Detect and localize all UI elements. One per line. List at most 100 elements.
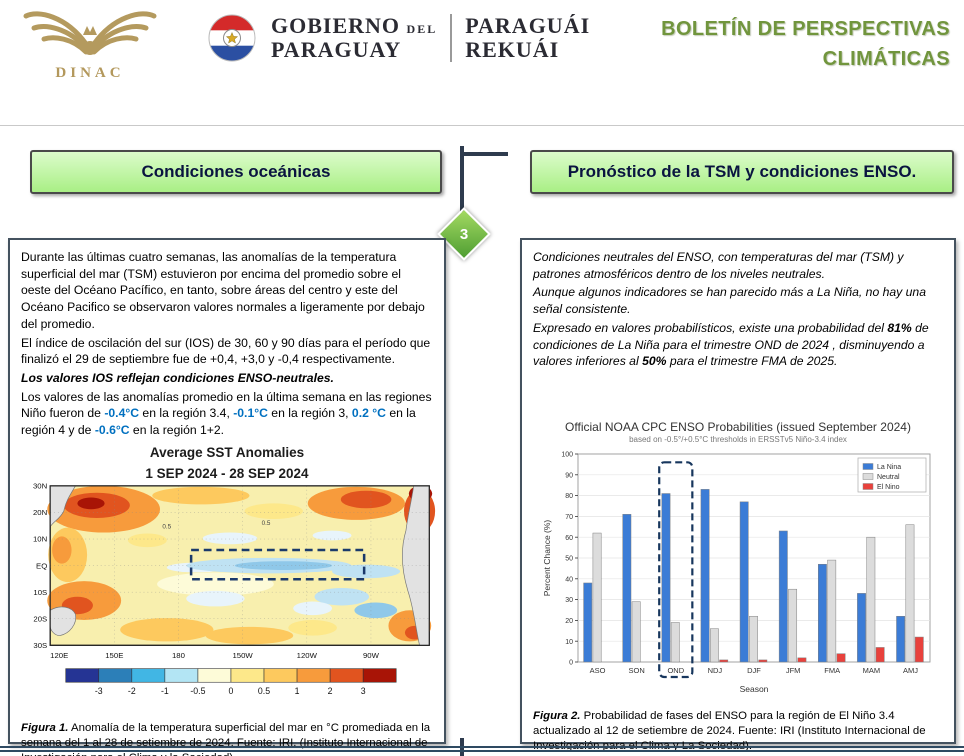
legend-swatch bbox=[862, 463, 874, 470]
text-segment: en la región 3.4, bbox=[139, 406, 234, 421]
text-segment: para el trimestre FMA de 2025. bbox=[666, 354, 838, 369]
gov-wordmark-es: GOBIERNO DEL PARAGUAY bbox=[271, 13, 438, 62]
government-wordmark: GOBIERNO DEL PARAGUAY PARAGUÁI REKUÁI bbox=[206, 12, 590, 64]
nino12-value: -0.6°C bbox=[94, 423, 130, 438]
colorbar-label: -2 bbox=[128, 686, 136, 696]
gov-gn-line1: PARAGUÁI bbox=[465, 12, 591, 38]
bar-neutral bbox=[788, 588, 798, 663]
bar-la-nina bbox=[896, 615, 906, 663]
gov-gn-line2: REKUÁI bbox=[465, 37, 560, 62]
dinac-logo: DINAC bbox=[14, 4, 166, 82]
figure2-block: Official NOAA CPC ENSO Probabilities (is… bbox=[533, 420, 943, 701]
text-segment: de condiciones de La Niña para el trimes… bbox=[533, 320, 929, 369]
bar-la-nina bbox=[622, 513, 632, 663]
legend-swatch bbox=[862, 473, 874, 480]
gov-wordmark-gn: PARAGUÁI REKUÁI bbox=[465, 12, 591, 62]
gov-es-line2: PARAGUAY bbox=[271, 37, 402, 62]
enso-chart-title: Official NOAA CPC ENSO Probabilities (is… bbox=[565, 419, 911, 434]
contour-label: 0.5 bbox=[162, 524, 171, 531]
colorbar-label: 1 bbox=[295, 686, 300, 696]
bar-neutral bbox=[905, 524, 915, 663]
map-title: Average SST Anomalies bbox=[149, 444, 305, 460]
legend-label: Neutral bbox=[877, 474, 900, 481]
bulletin-title: BOLETÍN DE PERSPECTIVAS CLIMÁTICAS bbox=[661, 14, 950, 74]
colorbar-label: 0.5 bbox=[258, 686, 270, 696]
colorbar-label: -3 bbox=[95, 686, 103, 696]
map-xtick: 120E bbox=[50, 651, 68, 660]
enso-probability-chart: 0 10 20 30 40 50 60 70 80 90 100 ASO SON OND NDJ DJF JFM… bbox=[542, 452, 931, 694]
bar-el-nino bbox=[836, 653, 846, 663]
bar-la-nina bbox=[739, 501, 749, 663]
ytick-label: 50 bbox=[565, 556, 573, 563]
map-ytick: 20S bbox=[33, 615, 47, 624]
colorbar-cell bbox=[131, 668, 166, 684]
xtick-label: JFM bbox=[786, 666, 801, 675]
bar-neutral bbox=[749, 615, 758, 663]
colorbar-cell bbox=[164, 668, 199, 684]
map-subtitle: 1 SEP 2024 - 28 SEP 2024 bbox=[145, 465, 309, 481]
bar-la-nina bbox=[661, 493, 671, 663]
bar-la-nina bbox=[700, 489, 710, 663]
colorbar-cell bbox=[197, 668, 232, 684]
nino34-value: -0.4°C bbox=[104, 406, 140, 421]
map-ytick: 30N bbox=[33, 482, 47, 491]
colorbar-cell bbox=[296, 668, 331, 684]
map-ytick: 30S bbox=[33, 642, 47, 651]
bar-la-nina bbox=[583, 582, 593, 663]
bar-neutral bbox=[670, 622, 680, 663]
enso-forecast-panel: Condiciones neutrales del ENSO, con temp… bbox=[520, 238, 956, 752]
probability-paragraph: Expresado en valores probabilísticos, ex… bbox=[533, 320, 943, 370]
map-xtick: 150E bbox=[105, 651, 123, 660]
soi-paragraph: El índice de oscilación del sur (IOS) de… bbox=[21, 335, 431, 367]
colorbar-label: 2 bbox=[328, 686, 333, 696]
footer-double-rule bbox=[0, 746, 964, 752]
bar-el-nino bbox=[797, 657, 807, 663]
enso-neutral-statement: Los valores IOS reflejan condiciones ENS… bbox=[21, 370, 334, 385]
map-ytick: 10S bbox=[33, 588, 47, 597]
bar-neutral bbox=[866, 536, 876, 663]
fma-probability-value: 50% bbox=[642, 354, 667, 369]
map-xtick: 90W bbox=[363, 651, 380, 660]
bar-la-nina bbox=[857, 593, 866, 663]
colorbar-label: -0.5 bbox=[190, 686, 205, 696]
bulletin-title-line2: CLIMÁTICAS bbox=[822, 48, 950, 70]
colorbar-cell bbox=[329, 668, 364, 684]
text-segment: en la región 1+2. bbox=[129, 423, 225, 438]
colorbar-cell bbox=[263, 668, 298, 684]
ytick-label: 20 bbox=[565, 618, 573, 625]
legend-label: El Nino bbox=[877, 484, 900, 491]
ytick-label: 30 bbox=[565, 597, 573, 604]
bar-el-nino bbox=[914, 636, 924, 663]
xtick-label: AMJ bbox=[903, 666, 918, 675]
map-ytick: 10N bbox=[33, 535, 47, 544]
bar-el-nino bbox=[875, 647, 885, 663]
y-axis-title: Percent Chance (%) bbox=[542, 519, 552, 596]
contour-label: 0.5 bbox=[262, 520, 271, 527]
map-cool-anomalies bbox=[157, 531, 401, 619]
connector-line-horizontal bbox=[464, 152, 508, 156]
colorbar-label: 3 bbox=[361, 686, 366, 696]
bar-neutral bbox=[592, 532, 602, 663]
ytick-label: 10 bbox=[565, 639, 573, 646]
gov-es-del: DEL bbox=[406, 21, 438, 36]
connector-line-vertical bbox=[460, 146, 464, 212]
page-number: 3 bbox=[459, 225, 469, 243]
figure2-label: Figura 2. bbox=[533, 709, 581, 722]
left-section-header: Condiciones oceánicas bbox=[30, 150, 442, 194]
dinac-wings-icon bbox=[23, 11, 157, 55]
colorbar-label: 0 bbox=[229, 686, 234, 696]
ytick-label: 40 bbox=[565, 576, 573, 583]
legend-label: La Nina bbox=[877, 464, 901, 471]
wordmark-divider bbox=[450, 14, 453, 62]
ocean-conditions-panel: Durante las últimas cuatro semanas, las … bbox=[8, 238, 446, 756]
dinac-label: DINAC bbox=[55, 65, 125, 81]
colorbar-cell bbox=[230, 668, 265, 684]
ytick-label: 70 bbox=[565, 514, 573, 521]
map-xtick: 150W bbox=[232, 651, 253, 660]
ytick-label: 60 bbox=[565, 535, 573, 542]
xtick-label: ASO bbox=[590, 666, 606, 675]
map-warm-anomalies bbox=[47, 486, 436, 645]
